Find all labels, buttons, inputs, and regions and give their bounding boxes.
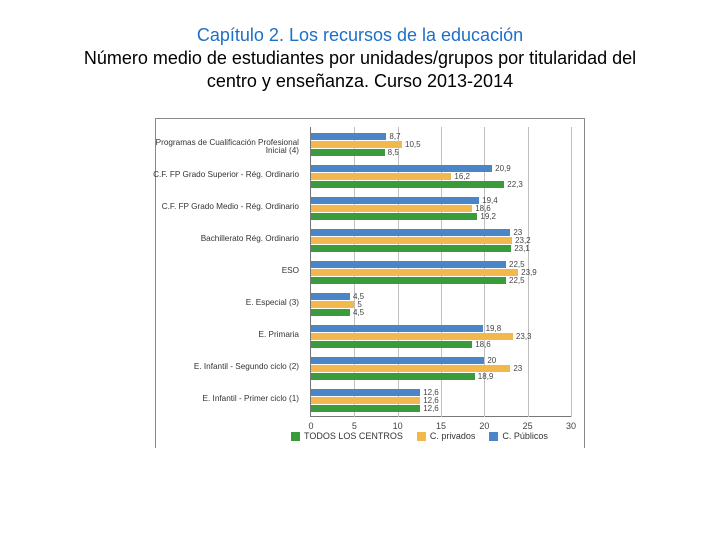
bar-value-label: 23: [510, 229, 522, 236]
bar-value-label: 19,2: [477, 213, 496, 220]
bar-privados: 23: [311, 365, 510, 372]
plot-area: 051015202530Programas de Cualificación P…: [311, 127, 571, 417]
bar-group: 20,916,222,3: [311, 165, 504, 189]
bar-group: 202318,9: [311, 357, 510, 381]
bar-todos: 12,6: [311, 405, 420, 412]
bar-privados: 23,9: [311, 269, 518, 276]
bar-value-label: 10,5: [402, 141, 421, 148]
bar-value-label: 12,6: [420, 389, 439, 396]
bar-todos: 18,6: [311, 341, 472, 348]
bar-value-label: 19,4: [479, 197, 498, 204]
bar-value-label: 23,1: [511, 245, 530, 252]
bar-group: 12,612,612,6: [311, 389, 420, 413]
bar-group: 22,523,922,5: [311, 261, 518, 285]
category-label: Bachillerato Rég. Ordinario: [149, 235, 299, 244]
x-tick-label: 15: [436, 421, 446, 431]
x-tick-label: 20: [479, 421, 489, 431]
title-line2: Número medio de estudiantes por unidades…: [84, 48, 636, 68]
bar-value-label: 4,5: [350, 293, 364, 300]
x-tick-label: 0: [308, 421, 313, 431]
bar-value-label: 12,6: [420, 397, 439, 404]
bar-publicos: 19,4: [311, 197, 479, 204]
bar-publicos: 12,6: [311, 389, 420, 396]
bar-todos: 4,5: [311, 309, 350, 316]
legend-item-publicos: C. Públicos: [489, 431, 548, 441]
category-label: E. Primaria: [149, 331, 299, 340]
bar-value-label: 18,9: [475, 373, 494, 380]
bar-value-label: 8,5: [385, 149, 399, 156]
bar-value-label: 18,6: [472, 205, 491, 212]
bar-todos: 19,2: [311, 213, 477, 220]
legend-label: C. Públicos: [502, 431, 548, 441]
bar-privados: 16,2: [311, 173, 451, 180]
bar-value-label: 20,9: [492, 165, 511, 172]
chart-container: 051015202530Programas de Cualificación P…: [155, 118, 585, 448]
bar-value-label: 18,6: [472, 341, 491, 348]
title-chapter: Capítulo 2. Los recursos de la educación: [197, 25, 523, 45]
bar-publicos: 20,9: [311, 165, 492, 172]
bar-value-label: 22,5: [506, 261, 525, 268]
bar-value-label: 5: [354, 301, 361, 308]
bar-publicos: 8,7: [311, 133, 386, 140]
category-label: C.F. FP Grado Superior - Rég. Ordinario: [149, 171, 299, 180]
legend-label: TODOS LOS CENTROS: [304, 431, 403, 441]
bar-publicos: 19,8: [311, 325, 483, 332]
bar-value-label: 22,5: [506, 277, 525, 284]
bar-value-label: 16,2: [451, 173, 470, 180]
x-tick-label: 5: [352, 421, 357, 431]
bar-group: 2323,223,1: [311, 229, 512, 253]
bar-value-label: 23,9: [518, 269, 537, 276]
bar-todos: 22,3: [311, 181, 504, 188]
legend-label: C. privados: [430, 431, 476, 441]
bar-privados: 10,5: [311, 141, 402, 148]
bar-value-label: 4,5: [350, 309, 364, 316]
bar-value-label: 23,3: [513, 333, 532, 340]
legend-item-privados: C. privados: [417, 431, 476, 441]
legend-swatch: [417, 432, 426, 441]
category-label: E. Especial (3): [149, 299, 299, 308]
bar-todos: 8,5: [311, 149, 385, 156]
legend-swatch: [489, 432, 498, 441]
bar-value-label: 23: [510, 365, 522, 372]
bar-group: 4,554,5: [311, 293, 354, 317]
category-label: C.F. FP Grado Medio - Rég. Ordinario: [149, 203, 299, 212]
legend-swatch: [291, 432, 300, 441]
chart-title-block: Capítulo 2. Los recursos de la educación…: [0, 0, 720, 93]
bar-todos: 23,1: [311, 245, 511, 252]
category-label: ESO: [149, 267, 299, 276]
bar-publicos: 20: [311, 357, 484, 364]
bar-privados: 18,6: [311, 205, 472, 212]
x-tick-label: 10: [393, 421, 403, 431]
bar-value-label: 23,2: [512, 237, 531, 244]
bar-todos: 18,9: [311, 373, 475, 380]
bar-value-label: 8,7: [386, 133, 400, 140]
bar-value-label: 22,3: [504, 181, 523, 188]
bar-publicos: 23: [311, 229, 510, 236]
bar-group: 19,418,619,2: [311, 197, 479, 221]
bar-privados: 23,3: [311, 333, 513, 340]
bar-privados: 5: [311, 301, 354, 308]
bar-value-label: 19,8: [483, 325, 502, 332]
bar-privados: 23,2: [311, 237, 512, 244]
bar-publicos: 4,5: [311, 293, 350, 300]
bar-privados: 12,6: [311, 397, 420, 404]
grid-line: [571, 127, 572, 417]
category-label: E. Infantil - Segundo ciclo (2): [149, 363, 299, 372]
bar-group: 19,823,318,6: [311, 325, 513, 349]
bar-group: 8,710,58,5: [311, 133, 402, 157]
chart-legend: TODOS LOS CENTROS C. privados C. Públicos: [291, 431, 548, 441]
category-label: E. Infantil - Primer ciclo (1): [149, 395, 299, 404]
x-tick-label: 30: [566, 421, 576, 431]
bar-publicos: 22,5: [311, 261, 506, 268]
title-line3: centro y enseñanza. Curso 2013-2014: [207, 71, 513, 91]
bar-todos: 22,5: [311, 277, 506, 284]
bar-value-label: 20: [484, 357, 496, 364]
category-label: Programas de Cualificación Profesional I…: [149, 139, 299, 156]
legend-item-todos: TODOS LOS CENTROS: [291, 431, 403, 441]
x-tick-label: 25: [523, 421, 533, 431]
bar-value-label: 12,6: [420, 405, 439, 412]
